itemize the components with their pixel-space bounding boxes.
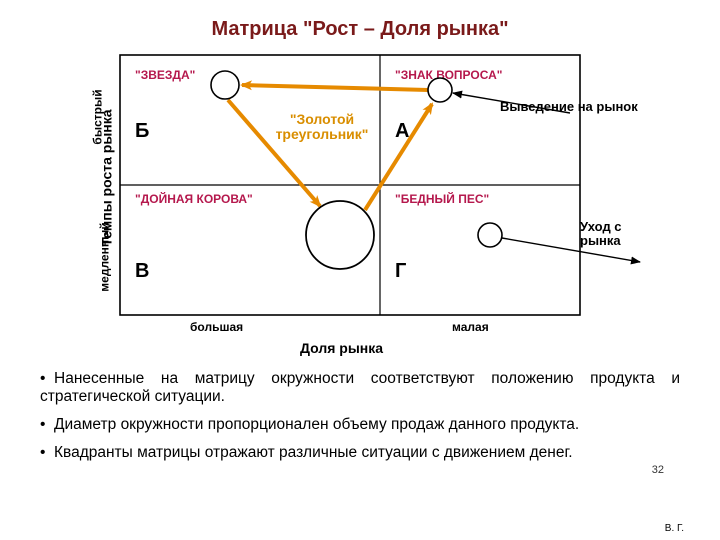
arrow-star-to-cow (228, 100, 320, 206)
bullet-2: •Диаметр окружности пропорционален объем… (40, 416, 680, 434)
bullet-3: •Квадранты матрицы отражают различные си… (40, 444, 680, 462)
arrow-exit (502, 238, 640, 262)
author-credit: В. Г. (665, 524, 684, 534)
arrow-launch (453, 93, 570, 113)
circle-star (211, 71, 239, 99)
arrow-cow-to-qmark (365, 104, 432, 210)
bullet-list: •Нанесенные на матрицу окружности соотве… (40, 370, 680, 472)
bullet-1-text: Нанесенные на матрицу окружности соответ… (40, 370, 680, 405)
page-number: 32 (652, 464, 664, 476)
bullet-2-text: Диаметр окружности пропорционален объему… (54, 416, 579, 433)
bullet-1: •Нанесенные на матрицу окружности соотве… (40, 370, 680, 406)
matrix-diagram (0, 0, 720, 370)
circle-dog (478, 223, 502, 247)
bullet-3-text: Квадранты матрицы отражают различные сит… (54, 444, 573, 461)
arrow-qmark-to-star (242, 85, 428, 90)
circle-qmark (428, 78, 452, 102)
circle-cow (306, 201, 374, 269)
